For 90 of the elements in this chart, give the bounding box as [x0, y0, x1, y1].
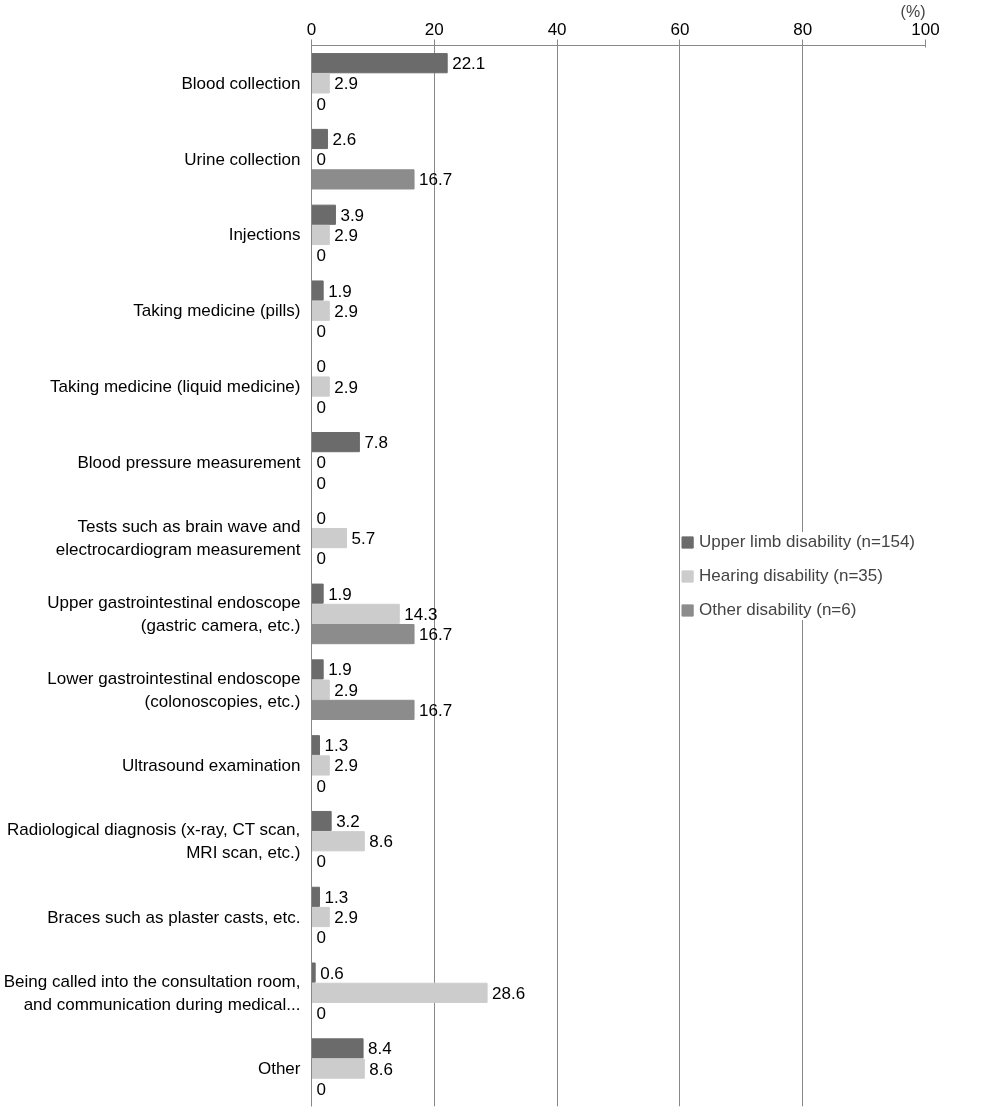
- y-tick-label: Urine collection: [184, 149, 301, 169]
- bar: [311, 1038, 364, 1059]
- data-label: 3.2: [336, 812, 360, 832]
- data-label: 0: [316, 1079, 326, 1099]
- data-label: 0: [316, 928, 326, 948]
- bar: [311, 528, 347, 549]
- y-tick-label: Blood pressure measurement: [77, 452, 301, 472]
- bar: [311, 73, 330, 94]
- data-label: 1.3: [324, 887, 349, 907]
- x-tick-label: 100: [911, 19, 940, 39]
- data-label: 14.3: [404, 604, 438, 624]
- data-label: 22.1: [452, 54, 486, 74]
- data-label: 2.9: [334, 74, 358, 94]
- data-label: 0: [316, 357, 326, 377]
- bar: [311, 906, 330, 928]
- x-tick-label: 0: [306, 19, 317, 39]
- legend-label: Other disability (n=6): [699, 599, 857, 620]
- bar: [311, 204, 336, 225]
- data-label: 0: [316, 150, 326, 170]
- bar: [311, 755, 330, 776]
- x-tick-label: 40: [547, 19, 567, 39]
- data-label: 2.9: [334, 756, 358, 776]
- y-tick-label: Tests such as brain wave and electrocardiogram measurement: [55, 517, 301, 560]
- data-label: 1.9: [328, 584, 352, 604]
- data-label: 2.9: [334, 301, 358, 321]
- data-label: 8.6: [369, 1059, 393, 1079]
- data-label: 0: [316, 397, 326, 417]
- y-tick-label: Radiological diagnosis (x-ray, CT scan, MRI scan, etc.): [6, 820, 301, 863]
- data-label: 0: [316, 549, 326, 569]
- data-label: 0: [316, 852, 326, 872]
- y-tick-label: Ultrasound examination: [121, 755, 301, 775]
- bar: [311, 376, 330, 397]
- data-label: 0: [316, 776, 326, 796]
- y-tick-label: Taking medicine (liquid medicine): [50, 377, 301, 397]
- x-axis-title: (%): [900, 2, 926, 20]
- bar: [311, 224, 330, 246]
- data-label: 2.9: [334, 225, 358, 245]
- y-tick-label: Braces such as plaster casts, etc.: [47, 907, 301, 927]
- data-label: 8.4: [368, 1039, 392, 1059]
- y-tick-label: Being called into the consultation room, and communication during medical...: [3, 971, 301, 1014]
- data-label: 2.6: [332, 129, 357, 149]
- legend-label: Upper limb disability (n=154): [699, 531, 915, 552]
- bar: [311, 300, 330, 321]
- data-label: 0: [316, 94, 326, 114]
- y-tick-label: Blood collection: [181, 73, 301, 93]
- data-label: 1.3: [324, 736, 349, 756]
- data-label: 7.8: [364, 433, 389, 453]
- data-label: 5.7: [351, 529, 376, 549]
- x-tick-label: 20: [424, 19, 444, 39]
- bar: [311, 583, 324, 604]
- y-tick-label: Taking medicine (pills): [133, 301, 301, 321]
- data-label: 0: [316, 508, 326, 528]
- data-label: 3.9: [340, 205, 365, 225]
- data-label: 0: [316, 453, 326, 473]
- y-tick-label: Other: [257, 1059, 301, 1079]
- y-tick-label: Lower gastrointestinal endoscope (colonoscopies, etc.): [47, 668, 301, 711]
- data-label: 28.6: [492, 983, 526, 1003]
- data-label: 2.9: [334, 377, 358, 397]
- bar: [311, 1058, 365, 1079]
- bar: [311, 735, 320, 756]
- data-label: 1.9: [328, 281, 352, 301]
- data-label: 0: [316, 321, 326, 341]
- data-label: 0: [316, 246, 326, 266]
- y-tick-label: Injections: [228, 225, 301, 245]
- bar: [311, 659, 324, 680]
- bar: [311, 603, 400, 624]
- bar: [311, 831, 365, 852]
- legend-label: Hearing disability (n=35): [699, 565, 883, 586]
- bar: [311, 280, 324, 301]
- bar: [311, 128, 328, 150]
- bar: [311, 432, 360, 453]
- x-tick-label: 80: [793, 19, 813, 39]
- data-label: 0.6: [320, 963, 344, 983]
- data-label: 2.9: [334, 680, 358, 700]
- bar: [311, 982, 488, 1003]
- data-label: 1.9: [328, 660, 352, 680]
- bar: [311, 53, 448, 74]
- data-label: 16.7: [419, 700, 453, 720]
- data-label: 0: [316, 1004, 326, 1024]
- bar: [311, 886, 320, 907]
- bar: [311, 962, 316, 983]
- data-label: 0: [316, 473, 326, 493]
- bar: [311, 810, 332, 832]
- bar: [311, 679, 330, 700]
- data-label: 2.9: [334, 908, 358, 928]
- y-tick-label: Upper gastrointestinal endoscope (gastric camera, etc.): [47, 592, 301, 635]
- data-label: 16.7: [419, 170, 453, 190]
- x-tick-label: 60: [670, 19, 690, 39]
- data-label: 16.7: [419, 625, 453, 645]
- data-label: 8.6: [369, 832, 393, 852]
